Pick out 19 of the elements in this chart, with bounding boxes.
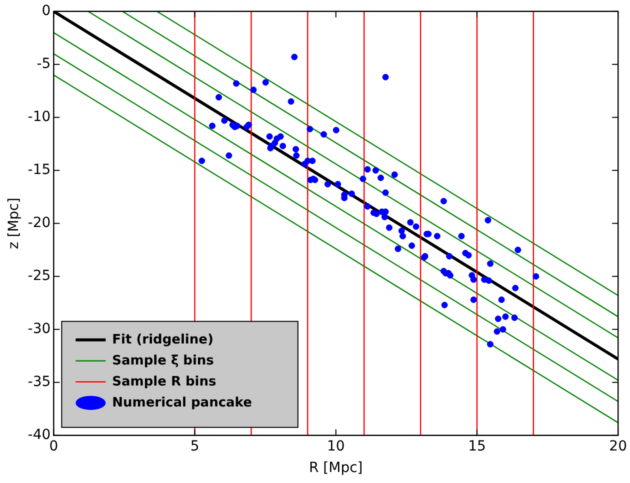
x-tick-label: 5 — [190, 438, 200, 454]
legend-label: Numerical pancake — [112, 395, 252, 410]
legend-label: Sample ξ bins — [112, 353, 214, 368]
x-tick-label: 10 — [326, 438, 345, 454]
legend-label: Sample R bins — [112, 374, 217, 390]
x-axis-title: R [Mpc] — [308, 460, 363, 476]
y-tick-label: -10 — [28, 109, 51, 126]
y-tick-label: -25 — [28, 268, 51, 284]
y-tick-label: -40 — [28, 427, 51, 444]
y-tick-label: -20 — [28, 215, 51, 232]
legend-label: Fit (ridgeline) — [112, 332, 214, 348]
y-tick-label: -15 — [28, 162, 51, 178]
x-tick-label: 15 — [468, 438, 486, 454]
y-tick-label: 0 — [42, 3, 51, 20]
y-tick-label: -30 — [28, 321, 51, 338]
y-axis-title: z [Mpc] — [6, 198, 22, 250]
y-tick-label: -5 — [36, 56, 51, 72]
x-tick-label: 20 — [609, 438, 628, 454]
y-tick-label: -35 — [28, 374, 51, 390]
